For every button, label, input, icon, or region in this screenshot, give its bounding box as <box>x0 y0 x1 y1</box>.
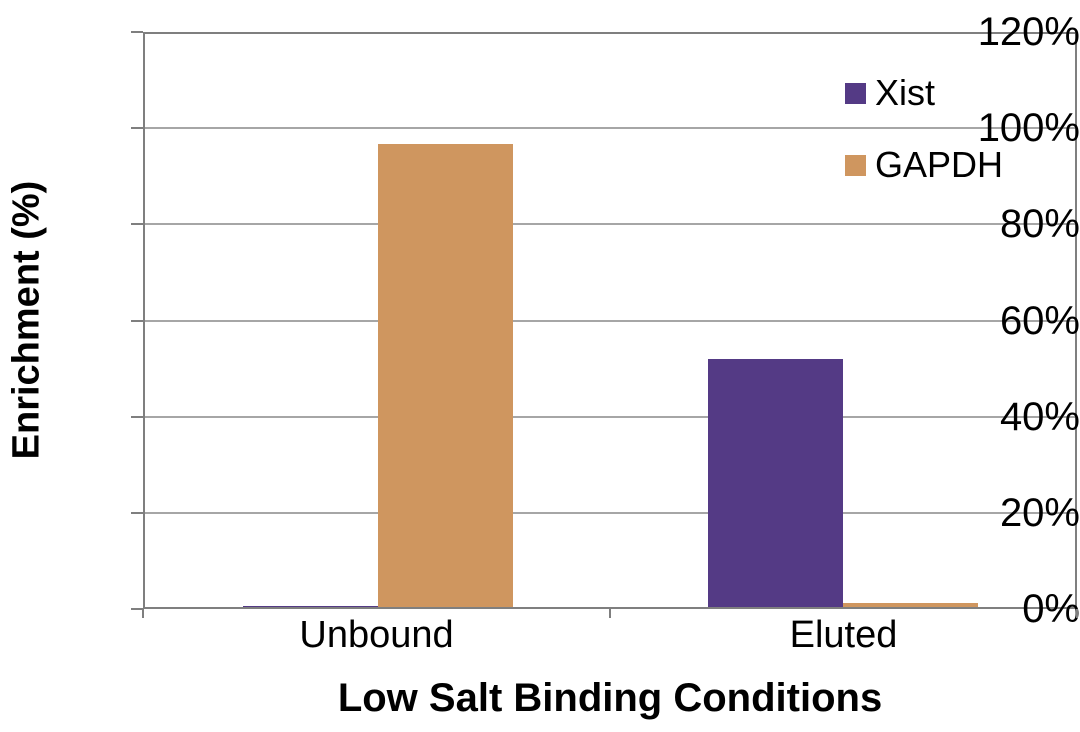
plot-area <box>143 32 1077 609</box>
legend: Xist GAPDH <box>845 72 1003 216</box>
gridline-100 <box>145 127 1075 130</box>
gridline-20 <box>145 511 1075 514</box>
x-tick-mark <box>142 609 144 618</box>
bar-group-unbound <box>145 34 610 607</box>
bar-gapdh-eluted <box>842 603 978 607</box>
gridline-60 <box>145 319 1075 322</box>
x-axis-category-labels: Unbound Eluted <box>143 614 1077 656</box>
gridline-80 <box>145 223 1075 226</box>
x-tick-mark <box>609 609 611 618</box>
legend-label-xist: Xist <box>875 72 936 113</box>
y-tick-label-80: 80% <box>999 202 1080 247</box>
x-axis-title: Low Salt Binding Conditions <box>337 676 883 720</box>
y-tick-label-100: 100% <box>977 106 1080 151</box>
y-tick-mark <box>131 127 143 130</box>
legend-swatch-gapdh <box>845 154 866 176</box>
y-tick-mark <box>131 511 143 514</box>
y-tick-mark <box>131 319 143 322</box>
y-tick-mark <box>131 31 143 33</box>
y-tick-label-120: 120% <box>977 10 1080 54</box>
y-tick-mark <box>131 608 143 610</box>
legend-item-gapdh: GAPDH <box>845 144 1003 186</box>
gridline-40 <box>145 415 1075 418</box>
y-tick-label-40: 40% <box>999 394 1080 439</box>
x-tick-mark <box>1076 609 1078 618</box>
y-tick-mark <box>131 415 143 418</box>
legend-item-xist: Xist <box>845 72 1003 114</box>
category-label-eluted: Eluted <box>789 614 898 656</box>
legend-label-gapdh: GAPDH <box>875 144 1004 185</box>
y-tick-label-0: 0% <box>1022 587 1080 631</box>
bar-xist-unbound <box>242 605 378 607</box>
y-tick-label-20: 20% <box>999 490 1080 535</box>
y-tick-mark <box>131 223 143 226</box>
bar-group-eluted <box>610 34 1075 607</box>
bars-container <box>145 34 1075 607</box>
bar-gapdh-unbound <box>377 143 513 607</box>
bar-xist-eluted <box>707 358 843 607</box>
y-axis-title: Enrichment (%) <box>5 180 48 460</box>
category-label-unbound: Unbound <box>299 614 454 656</box>
y-tick-label-60: 60% <box>999 298 1080 343</box>
legend-swatch-xist <box>845 82 866 104</box>
